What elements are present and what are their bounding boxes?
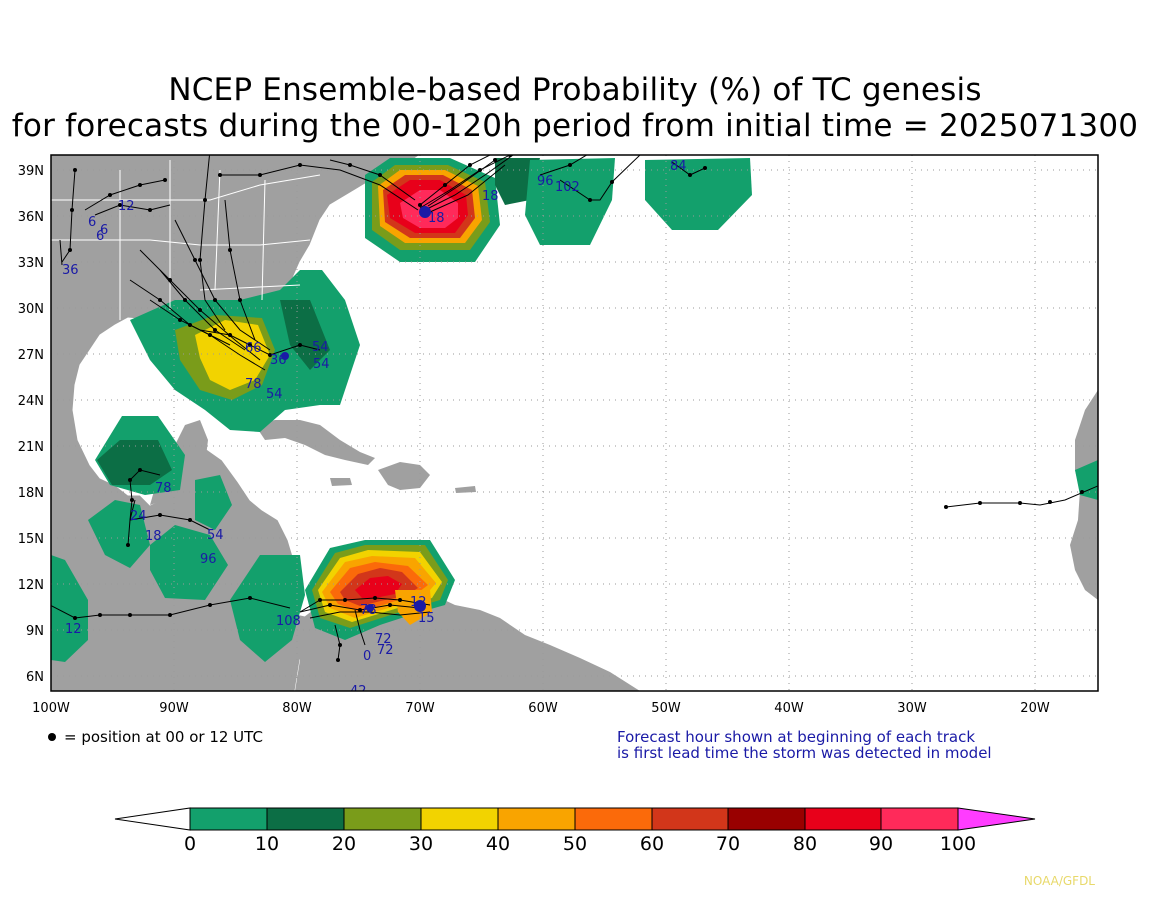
colorbar [114,807,1036,831]
track-label: 6 [100,223,108,238]
colorbar-labels: 0 10 20 30 40 50 60 70 80 90 100 [184,833,976,855]
lat-label: 36N [18,210,44,225]
lon-label: 80W [282,701,312,716]
colorbar-label: 20 [332,833,356,855]
forecast-note-line-1: Forecast hour shown at beginning of each… [617,728,976,746]
colorbar-segment [574,807,653,831]
graticule [51,155,1098,691]
track-label: 18 [428,211,445,226]
track-label: 42 [350,684,367,699]
track-label: 78 [245,377,262,392]
colorbar-label: 70 [716,833,740,855]
track-label: 72 [377,643,394,658]
track-label: 15 [418,611,435,626]
track-label: 12 [65,622,82,637]
track-label: 78 [360,603,377,618]
track-label: 18 [482,189,499,204]
track-label: 102 [555,180,580,195]
track-label: 54 [312,340,329,355]
lon-label: 100W [32,701,70,716]
colorbar-label: 40 [486,833,510,855]
lon-label: 50W [651,701,681,716]
track-label: 96 [200,552,217,567]
colorbar-label: 80 [793,833,817,855]
track-label: 6 [96,229,104,244]
colorbar-segment [727,807,806,831]
colorbar-segment [880,807,959,831]
track-label: 36 [62,263,79,278]
lat-label: 33N [18,256,44,271]
colorbar-segment [804,807,882,831]
lat-label: 39N [18,164,44,179]
track-label: 6 [88,215,96,230]
colorbar-label: 0 [184,833,196,855]
colorbar-label: 100 [940,833,976,855]
colorbar-label: 30 [409,833,433,855]
track-label: 36 [270,353,287,368]
track-label: 96 [537,174,554,189]
colorbar-high-arrow [957,807,1036,831]
lat-label: 12N [18,578,44,593]
cuba-land [255,420,375,465]
track-label: 0 [363,649,371,664]
track-label: 66 [245,341,262,356]
track-label: 54 [313,357,330,372]
lat-label: 30N [18,302,44,317]
track-label: 84 [670,159,687,174]
lat-label: 24N [18,394,44,409]
lon-label: 70W [405,701,435,716]
lat-label: 6N [26,670,44,685]
track-label: 24 [130,509,147,524]
colorbar-label: 50 [563,833,587,855]
latitude-labels: 39N 36N 33N 30N 27N 24N 21N 18N 15N 12N … [18,164,44,685]
puerto-rico-land [455,486,476,493]
chart-title-line-1: NCEP Ensemble-based Probability (%) of T… [168,72,982,108]
colorbar-label: 90 [869,833,893,855]
chart-title-line-2: for forecasts during the 00-120h period … [11,108,1139,144]
credit-label: NOAA/GFDL [1023,874,1095,888]
track-points [68,155,1084,662]
forecast-note-line-2: is first lead time the storm was detecte… [617,744,992,762]
track-label: 78 [155,481,172,496]
track-label: 54 [207,528,224,543]
lon-label: 30W [897,701,927,716]
lat-label: 27N [18,348,44,363]
colorbar-label: 60 [640,833,664,855]
longitude-labels: 100W 90W 80W 70W 60W 50W 40W 30W 20W [32,701,1050,716]
track-label: 72 [375,632,392,647]
hispaniola-land [378,462,430,490]
colorbar-segment [497,807,576,831]
track-hour-labels: 6 6 6 12 36 18 18 96 102 84 66 54 54 54 … [62,159,687,699]
state-borders [51,160,321,320]
lon-label: 20W [1020,701,1050,716]
track-label: 12 [118,199,135,214]
position-note: = position at 00 or 12 UTC [64,728,263,746]
lon-label: 90W [159,701,189,716]
lat-label: 21N [18,440,44,455]
colorbar-label: 10 [255,833,279,855]
lat-label: 9N [26,624,44,639]
colorbar-segment [420,807,499,831]
colorbar-segment [651,807,729,831]
position-dot-icon [48,733,56,741]
colorbar-segment [189,807,268,831]
colorbar-segment [266,807,345,831]
colorbar-low-arrow [114,807,191,831]
track-label: 54 [266,387,283,402]
jamaica-land [330,478,352,486]
lat-label: 18N [18,486,44,501]
colorbar-segment [343,807,422,831]
track-label: 12 [410,595,427,610]
track-label: 108 [276,614,301,629]
map-frame [50,154,1099,692]
lat-label: 15N [18,532,44,547]
lon-label: 40W [774,701,804,716]
genesis-markers [281,206,431,612]
track-label: 18 [145,529,162,544]
lon-label: 60W [528,701,558,716]
